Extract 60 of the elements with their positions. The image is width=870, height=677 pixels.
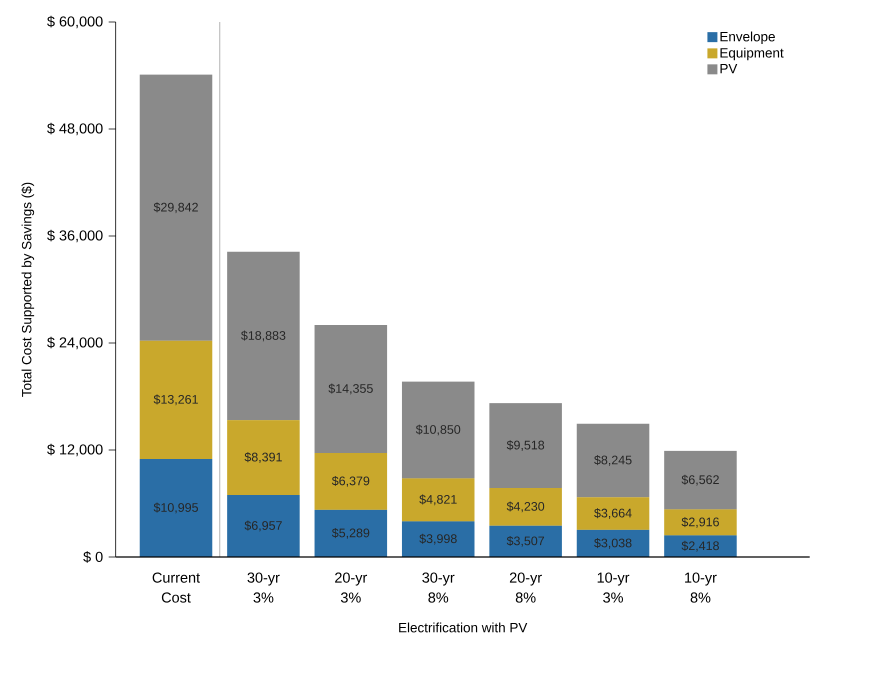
data-label: $4,821 <box>419 494 457 506</box>
bar <box>489 526 562 557</box>
data-label: $9,518 <box>506 440 544 451</box>
data-label: $3,664 <box>594 508 632 519</box>
bar <box>314 452 388 510</box>
data-label: $3,507 <box>506 536 544 547</box>
x-tick-label: 10-yr 3% <box>598 572 630 603</box>
bar <box>140 74 212 341</box>
bar <box>227 494 300 557</box>
legend-label: PV <box>720 64 738 74</box>
x-tick-label: 20-yr 3% <box>335 572 368 603</box>
data-label: $2,418 <box>682 540 719 552</box>
bar <box>576 530 650 557</box>
x-axis-title: Electrification with PV <box>399 622 528 632</box>
y-tick-label: $ 24,000 <box>47 336 103 350</box>
y-tick-label: $ 48,000 <box>47 122 103 136</box>
x-tick-label: 10-yr 8% <box>685 572 717 603</box>
x-tick-label: Current Cost <box>152 572 200 603</box>
data-label: $6,957 <box>244 520 282 532</box>
bar <box>402 521 474 557</box>
data-label: $5,289 <box>332 528 370 539</box>
bar <box>314 510 388 557</box>
data-label: $3,998 <box>419 534 457 545</box>
y-tick-label: $ 0 <box>83 551 103 563</box>
y-tick-label: $ 36,000 <box>47 230 103 242</box>
data-label: $3,038 <box>594 538 632 549</box>
bar <box>140 458 212 557</box>
bar <box>576 424 650 498</box>
bar <box>402 478 474 522</box>
y-tick-label: $ 12,000 <box>47 444 103 456</box>
data-label: $6,562 <box>682 474 719 486</box>
x-tick-label: 30-yr 3% <box>248 572 280 603</box>
data-label: $10,995 <box>154 502 198 514</box>
bar <box>227 252 300 420</box>
bar <box>576 497 650 530</box>
bar <box>227 420 300 495</box>
bar <box>664 450 737 510</box>
x-tick-label: 20-yr 8% <box>510 572 542 603</box>
data-label: $4,230 <box>506 501 544 512</box>
data-label: $13,261 <box>154 394 198 406</box>
data-label: $6,379 <box>332 476 370 487</box>
bar <box>314 324 388 453</box>
data-label: $2,916 <box>682 517 719 528</box>
x-tick-label: 30-yr 8% <box>422 572 454 603</box>
data-label: $18,883 <box>241 330 286 342</box>
legend-label: Envelope <box>720 32 775 44</box>
y-tick-label: $ 60,000 <box>47 16 103 28</box>
bar <box>402 382 474 478</box>
data-label: $8,391 <box>244 452 282 463</box>
bar <box>489 488 562 526</box>
y-axis-title: Total Cost Supported by Savings ($) <box>21 182 34 397</box>
data-label: $10,850 <box>416 424 460 436</box>
bar <box>664 535 737 557</box>
data-label: $14,355 <box>328 384 373 394</box>
bar <box>489 403 562 488</box>
bar <box>140 340 212 459</box>
data-label: $8,245 <box>594 455 632 466</box>
legend-label: Equipment <box>720 48 784 60</box>
bar <box>664 509 737 536</box>
data-label: $29,842 <box>154 202 198 214</box>
